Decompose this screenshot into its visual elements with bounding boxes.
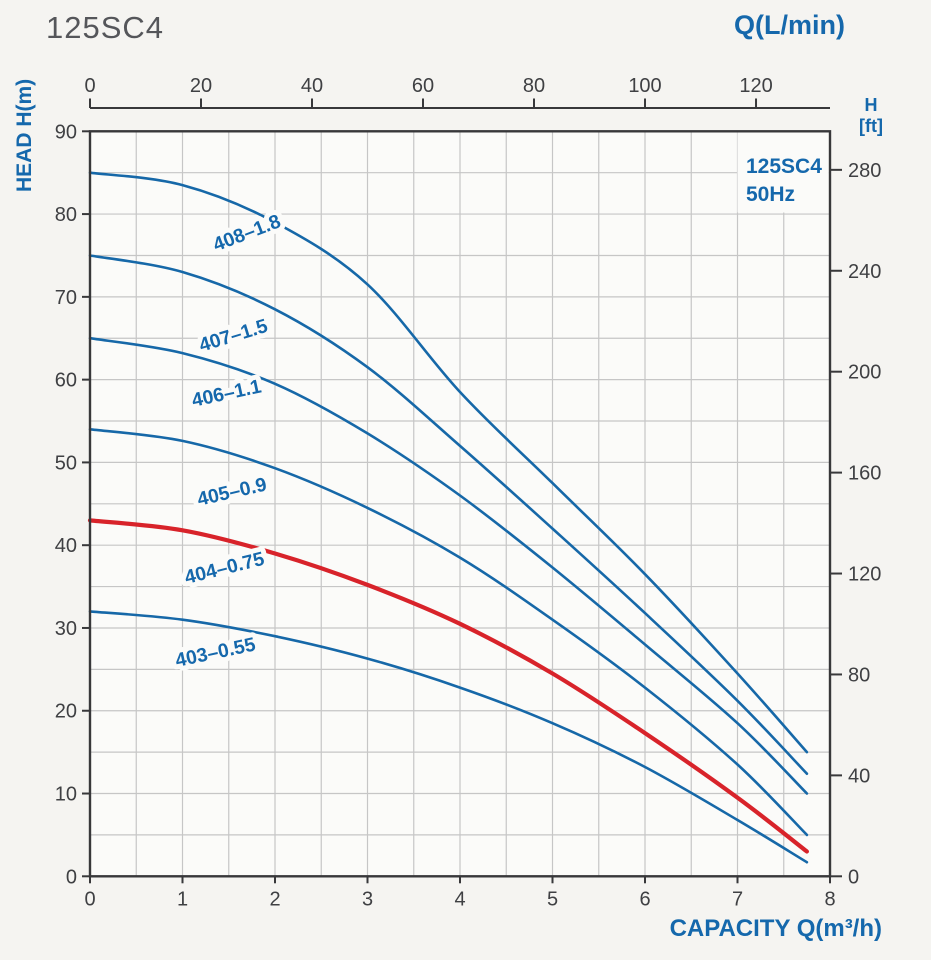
left-axis-tick-label: 60 [55, 370, 77, 392]
top-axis-tick-label: 20 [190, 75, 212, 97]
bottom-axis-title: CAPACITY Q(m³/h) [669, 915, 882, 942]
right-axis-tick-label: 200 [848, 362, 881, 384]
page-title: 125SC4 [46, 10, 165, 45]
curve-408-1.8 [88, 171, 809, 754]
left-axis-tick-label: 90 [55, 121, 77, 143]
left-axis-tick-label: 30 [55, 618, 77, 640]
left-axis-tick-label: 80 [55, 204, 77, 226]
top-axis-tick-label: 80 [523, 75, 545, 97]
bottom-axis-tick-label: 2 [269, 888, 280, 910]
curve-405-0.9 [88, 428, 809, 837]
curve-406-1.1 [88, 336, 809, 795]
legend-line-1: 125SC4 [746, 155, 822, 178]
right-axis-tick-label: 0 [848, 866, 859, 888]
bottom-axis-tick-label: 7 [732, 888, 743, 910]
top-axis-tick-label: 120 [739, 75, 772, 97]
right-axis-tick-label: 240 [848, 261, 881, 283]
top-axis-tick-label: 60 [412, 75, 434, 97]
right-axis-title-line2: [ft] [859, 116, 883, 136]
bottom-axis-tick-label: 3 [362, 888, 373, 910]
curve-403-0.55 [88, 610, 809, 864]
curve-407-1.5 [88, 254, 809, 775]
left-axis-tick-label: 40 [55, 535, 77, 557]
left-axis-tick-label: 10 [55, 784, 77, 806]
bottom-axis-tick-label: 4 [454, 888, 465, 910]
left-axis-tick-label: 20 [55, 701, 77, 723]
bottom-axis-tick-label: 1 [177, 888, 188, 910]
bottom-axis-tick-label: 5 [547, 888, 558, 910]
bottom-axis-tick-label: 6 [639, 888, 650, 910]
bottom-axis-tick-label: 8 [824, 888, 835, 910]
legend-box [737, 132, 829, 213]
bottom-axis-tick-label: 0 [84, 888, 95, 910]
right-axis-tick-label: 160 [848, 463, 881, 485]
left-axis-tick-label: 0 [66, 866, 77, 888]
right-axis-tick-label: 80 [848, 664, 870, 686]
top-axis-tick-label: 0 [84, 75, 95, 97]
curve-404-0.75 [87, 518, 809, 854]
top-axis-tick-label: 100 [628, 75, 661, 97]
right-axis-title: H [ft] [840, 95, 902, 137]
left-axis-tick-label: 70 [55, 287, 77, 309]
top-axis-tick-label: 40 [301, 75, 323, 97]
top-axis-title: Q(L/min) [734, 10, 845, 40]
right-axis-tick-label: 40 [848, 765, 870, 787]
right-axis-tick-label: 280 [848, 160, 881, 182]
right-axis-title-line1: H [864, 95, 878, 115]
legend-line-2: 50Hz [746, 183, 795, 206]
left-axis-tick-label: 50 [55, 452, 77, 474]
left-axis-title: HEAD H(m) [13, 78, 36, 192]
right-axis-tick-label: 120 [848, 564, 881, 586]
